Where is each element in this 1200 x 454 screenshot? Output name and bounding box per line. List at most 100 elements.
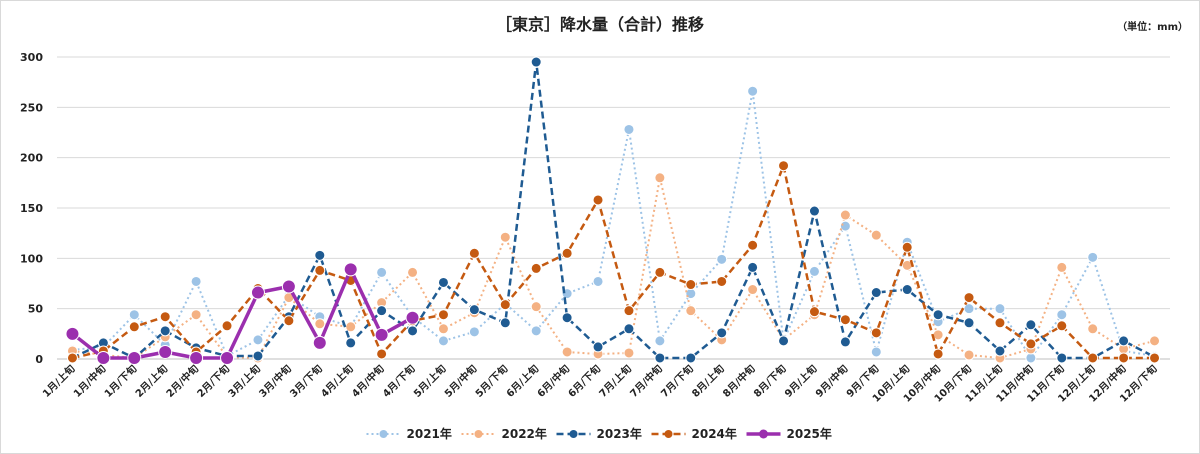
data-point [963,317,975,329]
data-point [499,231,511,243]
data-point [1056,261,1068,273]
legend-label: 2024年 [692,426,737,441]
legend-swatch-marker [379,430,388,438]
data-point [437,323,449,335]
data-point [685,305,697,317]
data-point [190,309,202,321]
data-point [345,321,357,333]
y-tick-label: 0 [35,353,43,366]
data-point [376,305,388,317]
data-point [1056,309,1068,321]
data-point [314,318,326,330]
data-point [283,315,295,327]
data-point [839,209,851,221]
data-point [654,172,666,184]
data-point [1118,352,1130,364]
data-point [128,309,140,321]
data-point [778,335,790,347]
y-tick-label: 150 [20,202,43,215]
legend-swatch-marker [569,430,578,438]
data-point [747,261,759,273]
data-point [561,312,573,324]
data-point [839,314,851,326]
legend: 2021年 2022年 2023年 2024年 2025年 [366,426,832,441]
legend-item: 2023年 [556,426,642,441]
data-point [623,305,635,317]
data-point [1025,319,1037,331]
legend-label: 2021年 [407,426,452,441]
data-point [1056,320,1068,332]
data-point [1149,352,1161,364]
data-point [437,276,449,288]
data-point [345,337,357,349]
data-point [870,229,882,241]
data-point [376,266,388,278]
series-4 [66,160,1161,364]
legend-label: 2025年 [787,426,832,441]
legend-label: 2023年 [597,426,642,441]
data-point [1025,352,1037,364]
y-tick-label: 50 [28,303,44,316]
data-point [189,350,204,365]
legend-swatch-marker [664,430,673,438]
data-point [932,309,944,321]
data-point [343,262,358,277]
data-point [839,220,851,232]
data-point [932,348,944,360]
data-point [468,326,480,338]
data-point [654,352,666,364]
data-point [376,348,388,360]
data-point [685,279,697,291]
legend-item: 2025年 [746,426,832,441]
data-point [96,350,111,365]
legend-item: 2021年 [366,426,452,441]
data-point [870,346,882,358]
data-point [530,301,542,313]
y-tick-label: 100 [20,252,43,265]
data-point [312,335,327,350]
data-point [437,309,449,321]
unit-label: （単位：mm） [1117,20,1188,33]
data-point [654,335,666,347]
data-point [808,306,820,318]
data-point [994,345,1006,357]
data-point [561,247,573,259]
data-point [839,336,851,348]
data-point [314,264,326,276]
data-point [747,85,759,97]
data-point [66,352,78,364]
legend-swatch-marker [474,430,483,438]
data-point [994,303,1006,315]
data-point [499,299,511,311]
data-point [592,341,604,353]
data-point [901,241,913,253]
data-point [530,56,542,68]
data-point [592,275,604,287]
data-point [65,326,80,341]
data-point [963,292,975,304]
data-point [716,275,728,287]
data-point [1087,251,1099,263]
data-point [159,311,171,323]
data-point [623,123,635,135]
data-point [190,275,202,287]
data-point [994,317,1006,329]
data-point [747,284,759,296]
series-1 [66,85,1161,364]
data-point [1118,335,1130,347]
data-point [128,321,140,333]
y-tick-label: 200 [20,152,43,165]
series-5 [65,262,420,365]
legend-item: 2022年 [461,426,547,441]
data-point [1025,338,1037,350]
data-point [778,160,790,172]
legend-item: 2024年 [651,426,737,441]
data-point [654,266,666,278]
data-point [808,205,820,217]
y-tick-label: 250 [20,101,43,114]
data-point [963,349,975,361]
data-point [530,325,542,337]
data-point [499,317,511,329]
